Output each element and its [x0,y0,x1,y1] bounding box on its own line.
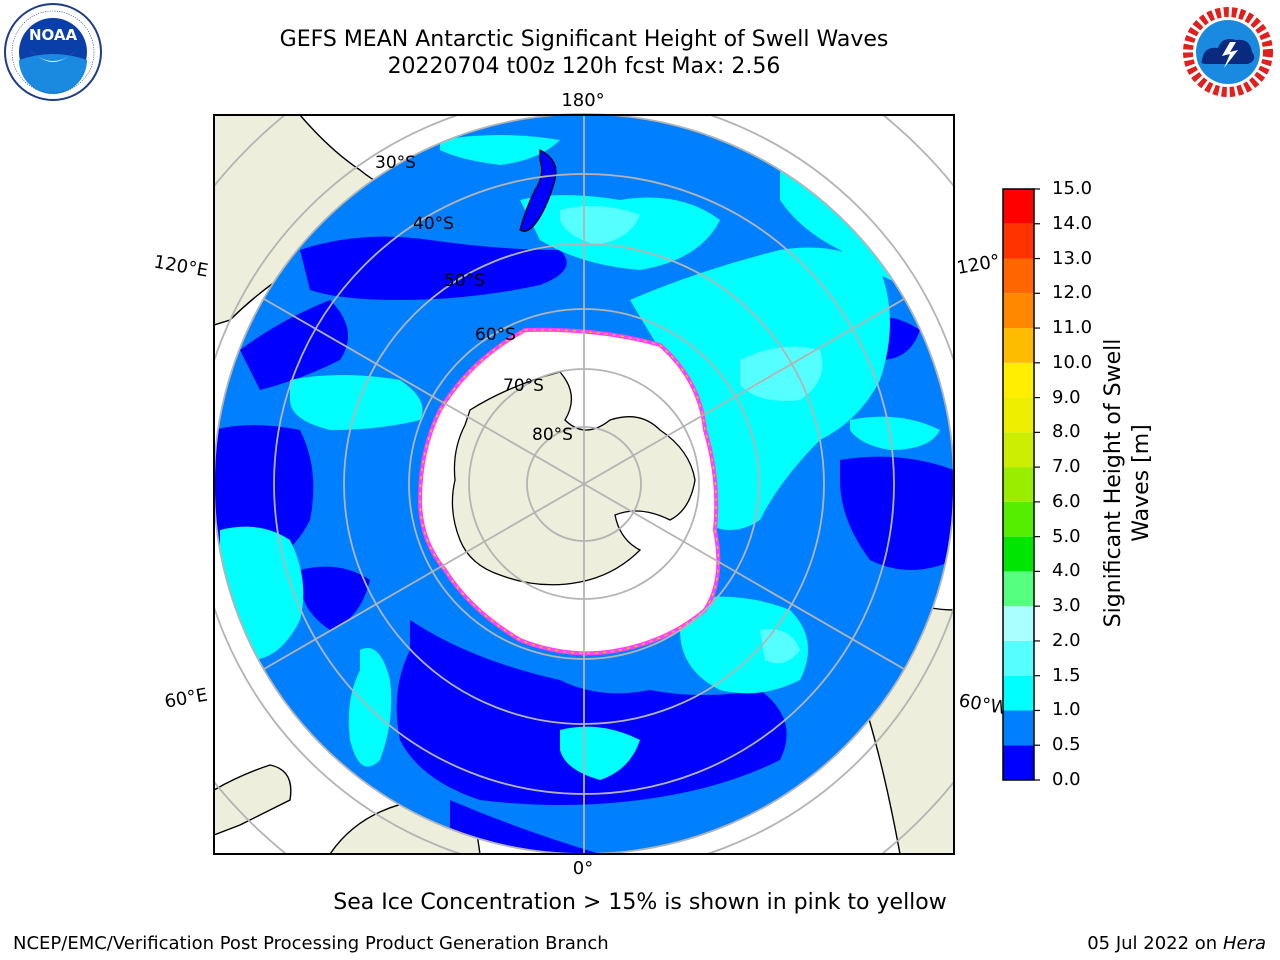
colorbar-tick-label: 2.0 [1052,629,1081,651]
colorbar-tick-label: 12.0 [1052,282,1093,304]
chart-title: GEFS MEAN Antarctic Significant Height o… [279,27,889,52]
lat-label-60s: 60°S [475,325,516,345]
colorbar-tick-label: 1.0 [1052,699,1081,721]
colorbar-segment [1003,467,1034,502]
lon-label-120e: 120°E [152,251,210,281]
colorbar-tick-label: 10.0 [1052,351,1093,373]
colorbar-tick-label: 15.0 [1052,178,1093,199]
graticule [214,115,954,854]
colorbar [1003,189,1034,780]
lat-label-50s: 50°S [444,271,485,291]
colorbar-tick-label: 7.0 [1052,456,1081,478]
new-zealand-landmass [519,149,557,232]
colorbar-segment [1003,606,1034,641]
date-stamp-date: 05 Jul 2022 on [1087,933,1218,954]
nws-logo [1180,4,1276,100]
colorbar-segment [1003,501,1034,537]
colorbar-segment [1003,536,1034,572]
colorbar-tick-label: 3.0 [1052,595,1081,617]
colorbar-tick-label: 11.0 [1052,317,1093,339]
map-frame [213,114,955,855]
lon-label-180: 180° [561,90,604,111]
colorbar-tick-label: 9.0 [1052,386,1081,408]
colorbar-segment [1003,362,1034,398]
colorbar-tick-label: 14.0 [1052,212,1093,234]
date-stamp-machine: Hera [1222,933,1266,954]
colorbar-segment [1003,293,1034,329]
colorbar-segment [1003,675,1034,711]
lon-label-60w: 60°W [957,690,1010,719]
date-stamp: 05 Jul 2022 on Hera [1087,933,1266,954]
colorbar-segment [1003,189,1034,224]
lon-label-0: 0° [573,858,593,879]
colorbar-tick-label: 6.0 [1052,490,1081,512]
sea-ice-footnote: Sea Ice Concentration > 15% is shown in … [333,890,947,915]
colorbar-tick-label: 1.5 [1052,664,1081,686]
colorbar-tick-label: 4.0 [1052,560,1081,582]
colorbar-segment [1003,328,1034,363]
colorbar-segment [1003,710,1034,746]
colorbar-tick-label: 0.0 [1052,769,1081,790]
colorbar-tick-label: 8.0 [1052,421,1081,443]
colorbar-segment [1003,640,1034,676]
colorbar-segment [1003,397,1034,433]
svg-text:NOAA: NOAA [29,26,78,44]
colorbar-segment [1003,258,1034,294]
lat-label-80s: 80°S [532,425,573,445]
colorbar-segment [1003,571,1034,607]
lat-label-40s: 40°S [413,214,454,234]
lon-label-60e: 60°E [163,684,209,712]
noaa-logo: NOAA [4,3,102,101]
colorbar-label: Significant Height of Swell Waves [m] [1101,338,1154,628]
chart-subtitle: 20220704 t00z 120h fcst Max: 2.56 [387,54,781,79]
colorbar-segment [1003,745,1034,780]
credit-line: NCEP/EMC/Verification Post Processing Pr… [13,933,609,954]
lat-label-70s: 70°S [503,376,544,396]
lon-label-120w: 120° [955,251,1001,279]
madagascar-landmass [214,764,292,836]
colorbar-tick-label: 5.0 [1052,525,1081,547]
colorbar-segment [1003,223,1034,259]
lat-label-30s: 30°S [375,153,416,173]
colorbar-segment [1003,432,1034,468]
colorbar-tick-label: 13.0 [1052,247,1093,269]
colorbar-frame [1002,188,1035,781]
colorbar-tick-label: 0.5 [1052,734,1081,756]
